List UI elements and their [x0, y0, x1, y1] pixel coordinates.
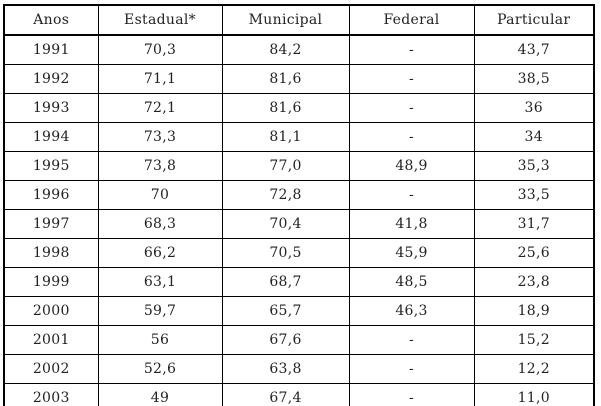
value-cell: 12,2: [473, 354, 595, 384]
value-cell: 70,5: [221, 238, 350, 268]
value-cell: 70: [97, 180, 223, 210]
year-cell: 1991: [3, 34, 99, 65]
value-cell: -: [348, 34, 475, 65]
value-cell: 34: [473, 122, 595, 152]
column-header-municipal: Municipal: [221, 4, 350, 36]
table-row: 1995 73,8 77,0 48,9 35,3: [3, 151, 595, 181]
value-cell: 56: [97, 325, 223, 355]
value-cell: -: [348, 354, 475, 384]
table-row: 1992 71,1 81,6-38,5: [3, 64, 595, 94]
table-row: 2000 59,7 65,7 46,3 18,9: [3, 296, 595, 326]
table-row: 1991 70,3 84,2-43,7: [3, 34, 595, 65]
value-cell: 31,7: [473, 209, 595, 239]
value-cell: 59,7: [97, 296, 223, 326]
table-row: 1999 63,1 68,7 48,5 23,8: [3, 267, 595, 297]
year-cell: 1994: [3, 122, 99, 152]
year-cell: 1997: [3, 209, 99, 239]
value-cell: 81,1: [221, 122, 350, 152]
table-row: 2001 56 67,6-15,2: [3, 325, 595, 355]
year-cell: 2002: [3, 354, 99, 384]
column-header-federal: Federal: [348, 4, 475, 36]
table-body: 1991 70,3 84,2-43,7 1992 71,1 81,6-38,5 1993 72…: [3, 34, 595, 406]
value-cell: 70,3: [97, 34, 223, 65]
year-cell: 1999: [3, 267, 99, 297]
table-row: 1993 72,1 81,6-36: [3, 93, 595, 123]
year-cell: 1996: [3, 180, 99, 210]
value-cell: 41,8: [348, 209, 475, 239]
value-cell: 81,6: [221, 93, 350, 123]
year-cell: 1993: [3, 93, 99, 123]
value-cell: 63,8: [221, 354, 350, 384]
year-cell: 1998: [3, 238, 99, 268]
year-cell: 2003: [3, 383, 99, 406]
value-cell: 73,3: [97, 122, 223, 152]
enrollment-by-network-table: Anos Estadual* Municipal Federal Particu…: [3, 4, 595, 406]
value-cell: 36: [473, 93, 595, 123]
table-row: 2002 52,6 63,8-12,2: [3, 354, 595, 384]
year-cell: 1992: [3, 64, 99, 94]
value-cell: -: [348, 180, 475, 210]
value-cell: 68,7: [221, 267, 350, 297]
value-cell: 73,8: [97, 151, 223, 181]
table-row: 1998 66,2 70,5 45,9 25,6: [3, 238, 595, 268]
value-cell: 65,7: [221, 296, 350, 326]
value-cell: 70,4: [221, 209, 350, 239]
value-cell: 45,9: [348, 238, 475, 268]
value-cell: 68,3: [97, 209, 223, 239]
value-cell: 43,7: [473, 34, 595, 65]
table-row: 1997 68,3 70,4 41,8 31,7: [3, 209, 595, 239]
column-header-particular: Particular: [473, 4, 595, 36]
value-cell: 81,6: [221, 64, 350, 94]
year-cell: 2000: [3, 296, 99, 326]
value-cell: 52,6: [97, 354, 223, 384]
value-cell: -: [348, 122, 475, 152]
year-cell: 2001: [3, 325, 99, 355]
header-row: Anos Estadual* Municipal Federal Particu…: [3, 4, 595, 36]
table-row: 2003 49 67,4-11,0: [3, 383, 595, 406]
value-cell: 63,1: [97, 267, 223, 297]
value-cell: 25,6: [473, 238, 595, 268]
value-cell: 67,6: [221, 325, 350, 355]
value-cell: 35,3: [473, 151, 595, 181]
value-cell: 23,8: [473, 267, 595, 297]
value-cell: 46,3: [348, 296, 475, 326]
value-cell: 66,2: [97, 238, 223, 268]
value-cell: -: [348, 325, 475, 355]
value-cell: 48,9: [348, 151, 475, 181]
value-cell: -: [348, 383, 475, 406]
value-cell: -: [348, 64, 475, 94]
value-cell: 67,4: [221, 383, 350, 406]
table-row: 1994 73,3 81,1-34: [3, 122, 595, 152]
value-cell: 71,1: [97, 64, 223, 94]
value-cell: 77,0: [221, 151, 350, 181]
column-header-anos: Anos: [3, 4, 99, 36]
value-cell: 84,2: [221, 34, 350, 65]
value-cell: 18,9: [473, 296, 595, 326]
value-cell: -: [348, 93, 475, 123]
column-header-estadual: Estadual*: [97, 4, 223, 36]
value-cell: 48,5: [348, 267, 475, 297]
value-cell: 49: [97, 383, 223, 406]
table-row: 1996 70 72,8-33,5: [3, 180, 595, 210]
value-cell: 72,1: [97, 93, 223, 123]
year-cell: 1995: [3, 151, 99, 181]
value-cell: 11,0: [473, 383, 595, 406]
value-cell: 15,2: [473, 325, 595, 355]
value-cell: 33,5: [473, 180, 595, 210]
value-cell: 38,5: [473, 64, 595, 94]
value-cell: 72,8: [221, 180, 350, 210]
